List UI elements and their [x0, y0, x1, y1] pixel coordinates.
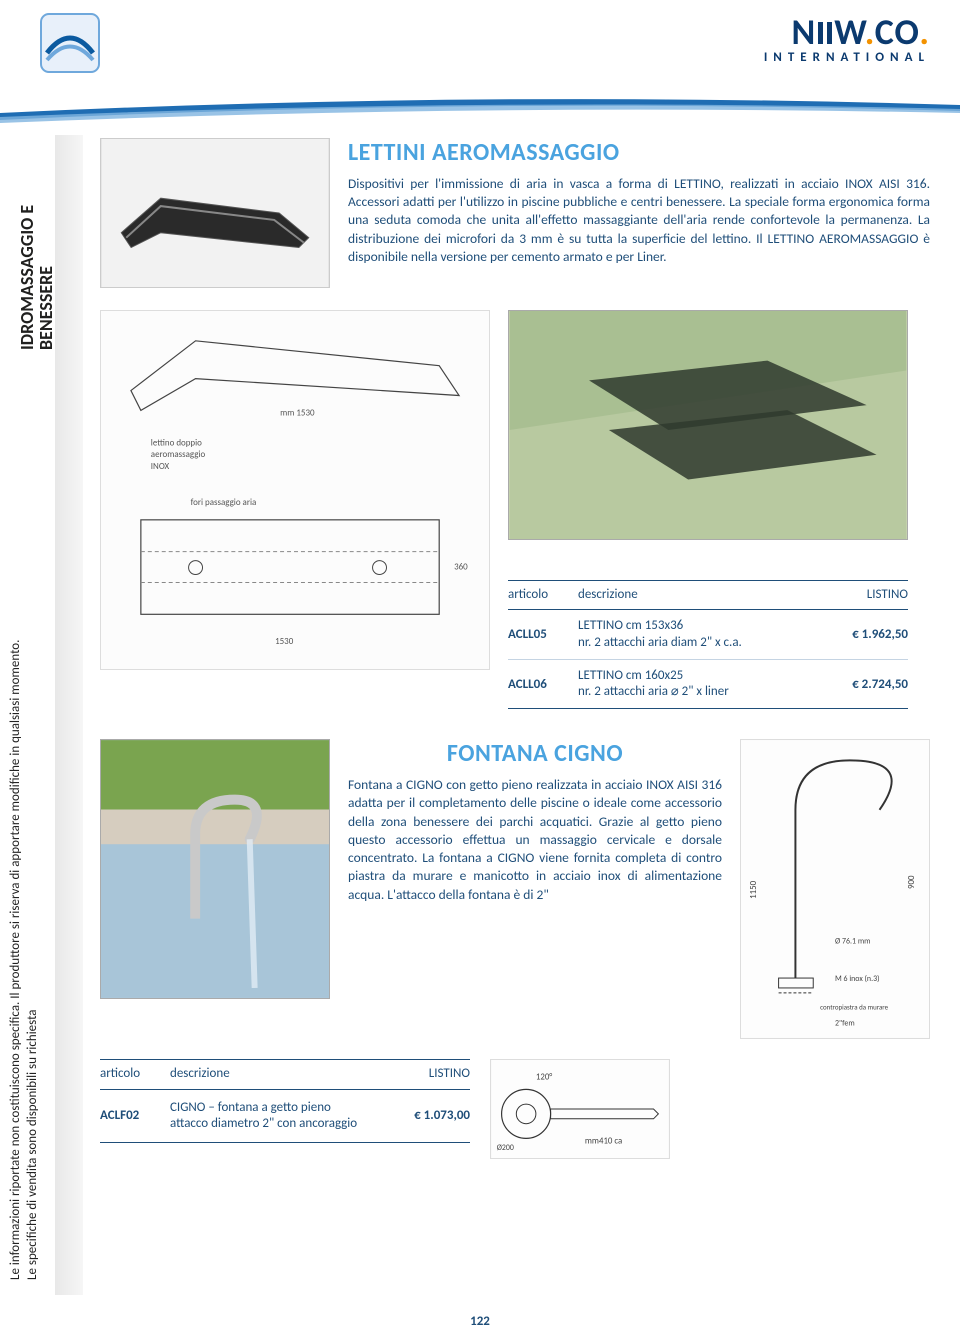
cell-desc: CIGNO – fontana a getto pieno attacco di… — [170, 1100, 375, 1133]
svg-text:1530: 1530 — [275, 636, 294, 647]
lettino-tech-drawing: mm 1530 lettino doppio aeromassaggio INO… — [100, 310, 490, 670]
section1-right-col: articolo descrizione LISTINO ACLL05 LETT… — [508, 310, 908, 709]
dim-thread: 2"fem — [835, 1019, 855, 1029]
section2-price-table: articolo descrizione LISTINO ACLF02 CIGN… — [100, 1059, 470, 1143]
sidebar-category: IDROMASSAGGIO E BENESSERE — [18, 140, 58, 350]
cell-desc: LETTINO cm 153x36 nr. 2 attacchi aria di… — [578, 618, 813, 651]
cigno-pool-photo — [100, 739, 330, 999]
disclaimer-l1: Le informazioni riportate non costituisc… — [8, 640, 23, 1280]
table2-row-0: ACLF02 CIGNO – fontana a getto pieno att… — [100, 1090, 470, 1144]
th-articolo: articolo — [100, 1066, 170, 1082]
table1-row-1: ACLL06 LETTINO cm 160x25 nr. 2 attacchi … — [508, 659, 908, 710]
sidebar-cat-l2: BENESSERE — [35, 266, 57, 350]
lettino-pool-photo — [508, 310, 908, 540]
svg-text:mm 1530: mm 1530 — [280, 407, 315, 418]
svg-text:INOX: INOX — [151, 461, 170, 472]
cell-code: ACLL06 — [508, 677, 578, 692]
brand-n: N — [792, 10, 817, 54]
th-descrizione: descrizione — [170, 1066, 375, 1082]
header-swoosh-icon — [0, 95, 960, 125]
section2-row: FONTANA CIGNO Fontana a CIGNO con getto … — [100, 739, 930, 1039]
cell-desc-l2: nr. 2 attacchi aria diam 2" x c.a. — [578, 635, 742, 650]
cell-price: € 1.962,50 — [813, 627, 908, 642]
brand-intl: INTERNATIONAL — [764, 50, 930, 65]
brand-dot1: . — [865, 10, 875, 54]
page-header: N W.CO. INTERNATIONAL — [0, 0, 960, 110]
logo-right: N W.CO. INTERNATIONAL — [764, 10, 930, 65]
svg-text:lettino doppio: lettino doppio — [151, 437, 202, 448]
section1-price-table: articolo descrizione LISTINO ACLL05 LETT… — [508, 580, 908, 709]
dim-hole: Ø200 — [497, 1144, 514, 1153]
cell-desc: LETTINO cm 160x25 nr. 2 attacchi aria ⌀ … — [578, 668, 813, 701]
section2-title: FONTANA CIGNO — [348, 739, 722, 768]
logo-left-icon — [35, 8, 105, 78]
svg-text:aeromassaggio: aeromassaggio — [151, 449, 206, 460]
brand-dot2: . — [919, 10, 930, 54]
dim-bolt: M 6 inox (n.3) — [835, 974, 880, 984]
grey-side-strip — [55, 135, 83, 1295]
section1-text-col: LETTINI AEROMASSAGGIO Dispositivi per l'… — [348, 138, 930, 288]
main-content: LETTINI AEROMASSAGGIO Dispositivi per l'… — [100, 138, 930, 1159]
th-listino: LISTINO — [813, 587, 908, 603]
cell-desc-l1: LETTINO cm 160x25 — [578, 668, 683, 683]
lettino-product-image — [100, 138, 330, 288]
section2-text-col: FONTANA CIGNO Fontana a CIGNO con getto … — [348, 739, 722, 1039]
brand-ew-part: W — [834, 10, 865, 54]
cell-desc-l2: attacco diametro 2" con ancoraggio — [170, 1116, 357, 1131]
dim-height: 1150 — [749, 881, 759, 900]
section2: FONTANA CIGNO Fontana a CIGNO con getto … — [100, 739, 930, 1159]
cell-code: ACLF02 — [100, 1108, 170, 1123]
dim-angle: 120° — [536, 1073, 552, 1083]
table2-header-row: articolo descrizione LISTINO — [100, 1059, 470, 1089]
svg-text:360: 360 — [454, 562, 468, 573]
section1-row2: mm 1530 lettino doppio aeromassaggio INO… — [100, 310, 930, 709]
section1-description: Dispositivi per l'immissione di aria in … — [348, 175, 930, 266]
cell-desc-l1: LETTINO cm 153x36 — [578, 618, 683, 633]
section1-title: LETTINI AEROMASSAGGIO — [348, 138, 930, 167]
cell-desc-l2: nr. 2 attacchi aria ⌀ 2" x liner — [578, 684, 729, 699]
cell-code: ACLL05 — [508, 627, 578, 642]
th-listino: LISTINO — [375, 1066, 470, 1082]
table1-row-0: ACLL05 LETTINO cm 153x36 nr. 2 attacchi … — [508, 610, 908, 659]
cell-price: € 2.724,50 — [813, 677, 908, 692]
page-number: 122 — [470, 1314, 490, 1329]
th-articolo: articolo — [508, 587, 578, 603]
svg-text:fori passaggio aria: fori passaggio aria — [191, 497, 257, 508]
th-descrizione: descrizione — [578, 587, 813, 603]
section2-bottom-row: articolo descrizione LISTINO ACLF02 CIGN… — [100, 1059, 930, 1159]
dim-tube: Ø 76.1 mm — [835, 937, 870, 947]
disclaimer-l2: Le specifiche di vendita sono disponibil… — [25, 1009, 40, 1280]
cell-desc-l1: CIGNO – fontana a getto pieno — [170, 1100, 331, 1115]
dim-basew: mm410 ca — [585, 1137, 622, 1147]
cigno-tech-drawing: 1150 900 Ø 76.1 mm M 6 inox (n.3) contro… — [740, 739, 930, 1039]
flange-tech-drawing: 120° Ø200 mm410 ca — [490, 1059, 670, 1159]
dim-width: 900 — [907, 875, 917, 889]
brand-wordmark: N W.CO. — [764, 10, 930, 54]
dim-plate: contropiastra da murare — [820, 1003, 888, 1012]
table1-header-row: articolo descrizione LISTINO — [508, 580, 908, 610]
section1-row1: LETTINI AEROMASSAGGIO Dispositivi per l'… — [100, 138, 930, 288]
cell-price: € 1.073,00 — [375, 1108, 470, 1123]
section2-description: Fontana a CIGNO con getto pieno realizza… — [348, 776, 722, 904]
sidebar-disclaimer: Le informazioni riportate non costituisc… — [18, 480, 58, 1280]
brand-co: CO — [875, 10, 920, 54]
